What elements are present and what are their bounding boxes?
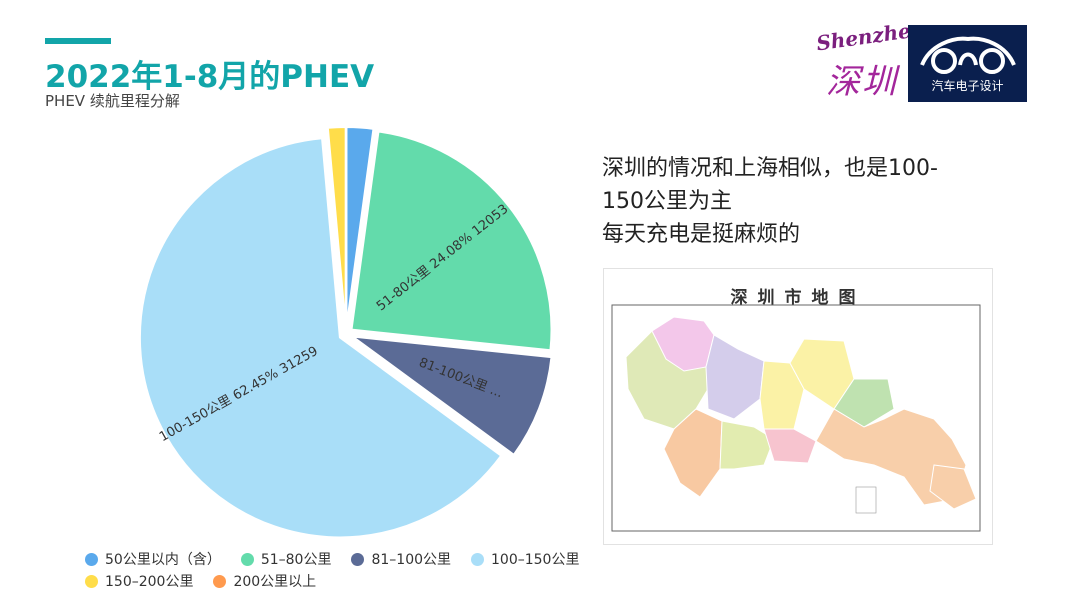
legend-label: 50公里以内（含） bbox=[105, 552, 221, 568]
map-legend-box bbox=[855, 486, 877, 514]
brand-name: 汽车电子设计 bbox=[931, 79, 1004, 93]
legend-swatch-icon bbox=[351, 552, 365, 566]
legend-item[interactable]: 100–150公里 bbox=[471, 549, 579, 569]
legend-label: 100–150公里 bbox=[491, 552, 580, 568]
chart-legend: 50公里以内（含） 51–80公里 81–100公里 100–150公里 150–20… bbox=[85, 548, 645, 592]
map-graphic bbox=[611, 304, 981, 532]
pie-slice[interactable] bbox=[350, 130, 553, 352]
legend-swatch-icon bbox=[240, 552, 254, 566]
legend-item[interactable]: 200公里以上 bbox=[213, 571, 316, 591]
legend-label: 81–100公里 bbox=[371, 552, 452, 568]
description-line-1: 深圳的情况和上海相似，也是100- bbox=[602, 156, 938, 181]
pie-slice[interactable] bbox=[326, 126, 347, 329]
car-logo-icon bbox=[920, 36, 1016, 74]
map-district-dapeng-east bbox=[929, 464, 977, 510]
legend-label: 200公里以上 bbox=[233, 574, 317, 590]
map-district-futian bbox=[719, 420, 775, 470]
legend-swatch-icon bbox=[213, 574, 227, 588]
description-line-2: 150公里为主 bbox=[602, 189, 732, 214]
page-subtitle: PHEV 续航里程分解 bbox=[45, 92, 180, 110]
description-text: 深圳的情况和上海相似，也是100- 150公里为主 每天充电是挺麻烦的 bbox=[602, 152, 1022, 251]
shenzhen-logo-han: 深圳 bbox=[826, 62, 898, 102]
map-district-longhua bbox=[705, 334, 765, 420]
description-line-3: 每天充电是挺麻烦的 bbox=[602, 222, 801, 247]
brand-logo: 汽车电子设计 bbox=[908, 25, 1027, 102]
legend-swatch-icon bbox=[85, 552, 98, 566]
map-district-nanshan bbox=[663, 408, 723, 498]
map-district-luohu bbox=[763, 428, 817, 464]
shenzhen-logo: Shenzhen 深圳 bbox=[812, 17, 927, 104]
shenzhen-map-image: 深圳市地图 bbox=[603, 268, 993, 545]
legend-item[interactable]: 81–100公里 bbox=[351, 549, 451, 569]
legend-swatch-icon bbox=[471, 552, 485, 566]
pie-slice[interactable] bbox=[138, 137, 503, 539]
legend-item[interactable]: 50公里以内（含） bbox=[85, 549, 221, 569]
map-district-dapeng bbox=[815, 408, 967, 506]
legend-label: 150–200公里 bbox=[105, 574, 194, 590]
legend-item[interactable]: 51–80公里 bbox=[240, 549, 332, 569]
map-title: 深圳市地图 bbox=[730, 288, 866, 308]
legend-label: 51–80公里 bbox=[260, 552, 332, 568]
legend-swatch-icon bbox=[85, 574, 98, 588]
legend-item[interactable]: 150–200公里 bbox=[85, 571, 193, 591]
pie-slice[interactable] bbox=[351, 335, 553, 456]
title-accent-bar bbox=[45, 38, 111, 44]
page-title: 2022年1-8月的PHEV bbox=[45, 59, 375, 95]
map-frame bbox=[611, 304, 981, 532]
